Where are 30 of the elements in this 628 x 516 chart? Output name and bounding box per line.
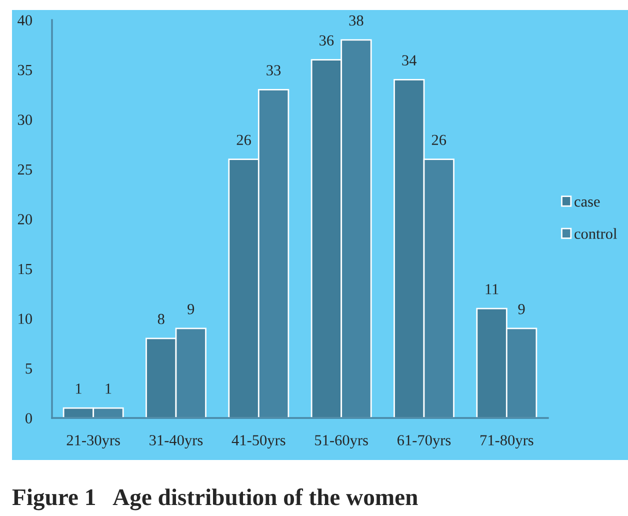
x-tick-label: 21-30yrs: [66, 435, 120, 449]
x-tick-label: 31-40yrs: [150, 435, 203, 449]
y-tick-label: 0: [26, 413, 32, 424]
y-tick-label: 30: [18, 114, 32, 125]
data-label: 11: [486, 284, 498, 294]
legend-label: control: [574, 228, 617, 239]
x-tick-label: 61-70yrs: [398, 435, 451, 449]
data-label: 8: [158, 314, 164, 324]
data-label: 1: [106, 384, 112, 394]
data-label: 33: [266, 65, 281, 76]
y-tick-label: 5: [26, 364, 32, 374]
data-label: 9: [188, 304, 194, 314]
y-tick-label: 25: [18, 164, 32, 175]
data-label: 26: [432, 134, 446, 146]
y-tick-label: 40: [18, 15, 32, 26]
y-tick-label: 20: [18, 214, 32, 224]
data-label: 9: [518, 304, 525, 314]
legend-label: case: [574, 199, 600, 207]
y-tick-label: 35: [18, 64, 32, 76]
x-tick-label: 71-80yrs: [480, 435, 534, 449]
y-tick-label: 10: [18, 314, 32, 324]
data-label: 38: [349, 15, 364, 26]
y-tick-label: 15: [18, 264, 32, 274]
data-label: 26: [236, 134, 251, 146]
data-label: 34: [402, 55, 417, 66]
x-tick-label: 41-50yrs: [232, 435, 286, 449]
x-tick-label: 51-60yrs: [315, 435, 368, 449]
text: Figure 1 Age distribution of the women: [12, 488, 418, 510]
data-label: 36: [320, 35, 334, 46]
data-label: 1: [76, 384, 82, 394]
